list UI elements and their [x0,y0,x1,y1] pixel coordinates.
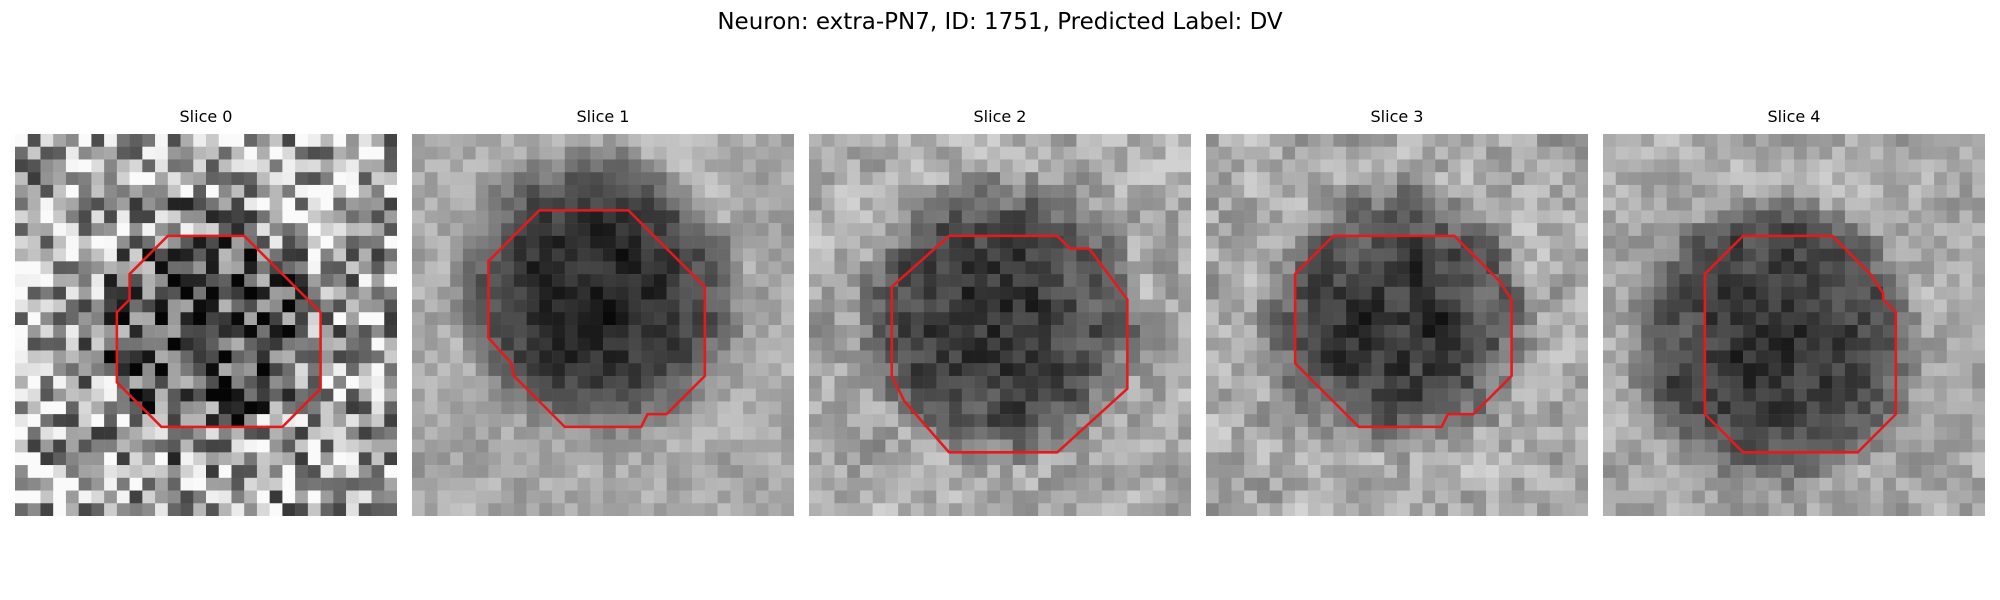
slice-panel-1: Slice 1 [412,106,794,518]
segmentation-contour [1293,234,1513,429]
slice-image [15,134,397,516]
segmentation-contour [487,209,707,429]
segmentation-contour [1703,234,1898,454]
slice-title: Slice 0 [179,107,233,126]
slice-panel-0: Slice 0 [15,106,397,518]
slice-image [809,134,1191,516]
slice-title: Slice 4 [1767,107,1821,126]
slice-image [1603,134,1985,516]
segmentation-contour [890,234,1129,454]
slice-panel-4: Slice 4 [1603,106,1985,518]
slice-title: Slice 1 [576,107,630,126]
slice-panel-2: Slice 2 [809,106,1191,518]
slice-title: Slice 2 [973,107,1027,126]
slice-title: Slice 3 [1370,107,1424,126]
slice-panel-3: Slice 3 [1206,106,1588,518]
figure-title: Neuron: extra-PN7, ID: 1751, Predicted L… [717,9,1283,35]
slice-image [1206,134,1588,516]
slice-image [412,134,794,516]
segmentation-contour [115,234,322,429]
